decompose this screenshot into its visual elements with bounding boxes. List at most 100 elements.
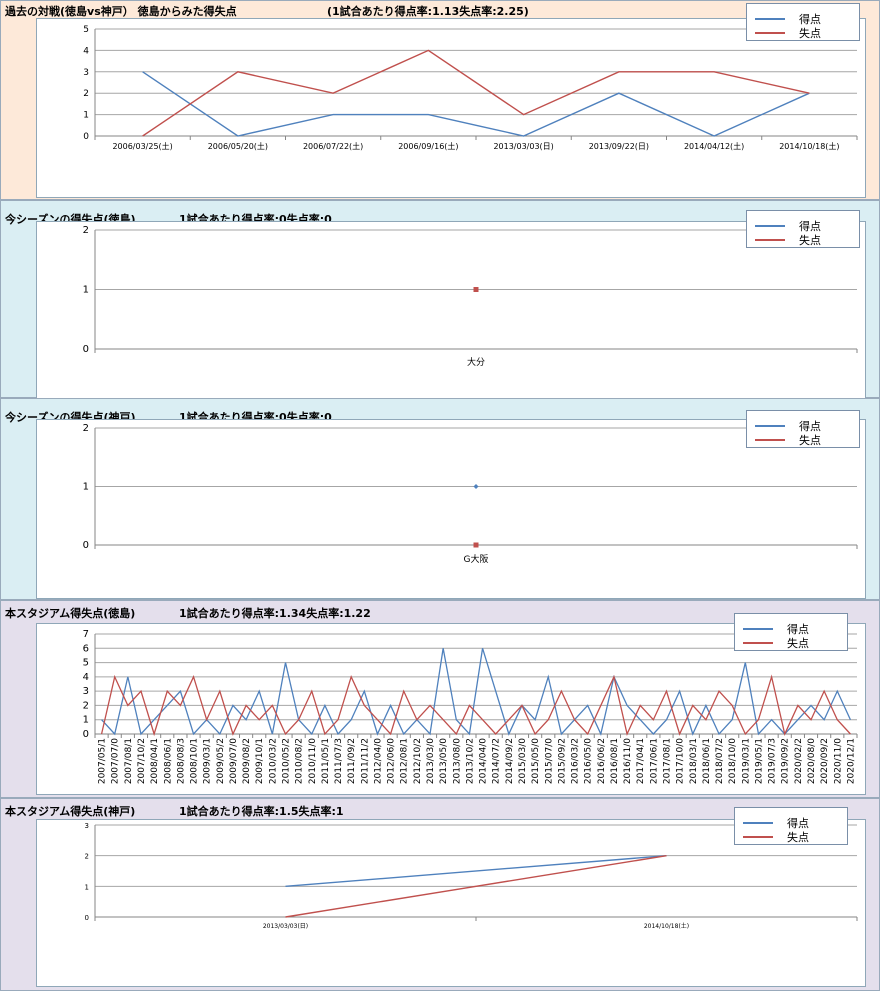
section-season-kobe: 今シーズンの得失点(神戸) 1試合あたり得点率:0失点率:0 0 1 2 G大阪 得点… xyxy=(0,398,880,600)
x-tick-label: 2015/05/0 xyxy=(531,738,541,784)
y-tick-label: 0 xyxy=(83,344,89,355)
x-tick-label: 2014/10/18(土) xyxy=(779,141,839,151)
x-tick-label: 2020/09/2 xyxy=(820,738,830,784)
x-tick-label: 2014/07/2 xyxy=(492,738,502,784)
x-tick-label: G大阪 xyxy=(464,553,489,565)
x-tick-label: 2020/12/1 xyxy=(846,738,856,784)
chart-frame: 0 1 2 G大阪 xyxy=(36,419,866,599)
score-series-line xyxy=(285,854,667,888)
x-tick-label: 2011/09/2 xyxy=(347,738,357,784)
x-tick-label: 2008/10/1 xyxy=(190,738,200,784)
section-stadium-tokushima: 本スタジアム得失点(徳島) 1試合あたり得点率:1.34失点率:1.22 0 1 2… xyxy=(0,600,880,798)
y-tick-label: 4 xyxy=(83,46,89,56)
chart-legend: 得点 失点 xyxy=(746,410,860,448)
chart-frame: 0 1 2 3 2013/03/03(日) 2014/10/18(土) xyxy=(36,819,866,987)
x-tick-label: 2015/09/2 xyxy=(557,738,567,784)
x-tick-label: 2011/11/2 xyxy=(360,738,370,784)
x-tick-label: 2007/05/1 xyxy=(98,738,108,784)
legend-swatch-score xyxy=(743,628,773,630)
legend-label-score: 得点 xyxy=(787,817,809,830)
x-tick-label: 2013/03/03(日) xyxy=(493,142,553,151)
y-tick-label: 4 xyxy=(83,672,89,683)
legend-label-concede: 失点 xyxy=(787,831,809,844)
y-tick-label: 2 xyxy=(83,700,89,711)
x-tick-label: 2020/11/0 xyxy=(833,738,843,784)
y-tick-label: 3 xyxy=(85,822,89,830)
legend-swatch-score xyxy=(755,225,785,227)
legend-swatch-concede xyxy=(743,836,773,838)
x-tick-label: 2019/09/2 xyxy=(781,738,791,784)
x-tick-label: 2006/05/20(土) xyxy=(208,141,268,151)
x-tick-label: 2006/09/16(土) xyxy=(398,141,458,151)
legend-swatch-concede xyxy=(755,239,785,241)
concede-series-line xyxy=(142,49,810,137)
x-tick-label: 2017/06/1 xyxy=(649,738,659,784)
x-tick-label: 2019/03/1 xyxy=(741,738,751,784)
score-point-marker xyxy=(473,484,479,489)
x-tick-label: 2014/10/18(土) xyxy=(644,922,689,930)
x-tick-label: 2011/05/1 xyxy=(321,738,331,784)
legend-label-concede: 失点 xyxy=(799,234,821,247)
legend-label-concede: 失点 xyxy=(799,434,821,447)
y-tick-label: 3 xyxy=(83,686,89,697)
x-tick-label: 2010/11/0 xyxy=(308,738,318,784)
x-tick-label: 2016/11/0 xyxy=(623,738,633,784)
y-tick-label: 1 xyxy=(83,285,89,296)
y-tick-label: 0 xyxy=(83,540,89,551)
line-chart-stadium-kobe: 0 1 2 3 2013/03/03(日) 2014/10/18(土) xyxy=(85,822,858,930)
legend-swatch-score xyxy=(755,425,785,427)
y-tick-label: 1 xyxy=(85,883,89,891)
x-tick-label: 2010/05/2 xyxy=(282,738,292,784)
x-tick-label: 2015/07/0 xyxy=(544,738,554,784)
legend-label-concede: 失点 xyxy=(799,27,821,40)
y-tick-label: 3 xyxy=(83,68,89,78)
x-tick-label: 2006/07/22(土) xyxy=(303,141,363,151)
x-tick-label: 2009/05/2 xyxy=(216,738,226,784)
x-tick-label: 2007/08/1 xyxy=(124,738,134,784)
legend-swatch-score xyxy=(743,822,773,824)
chart-legend: 得点 失点 xyxy=(734,807,848,845)
x-tick-label: 2010/08/2 xyxy=(295,738,305,784)
chart-frame: 0 1 2 3 4 5 2006/03/25(土) 2006/05/20(土) 2006/07/… xyxy=(36,18,866,198)
x-tick-label: 2012/10/2 xyxy=(413,738,423,784)
x-tick-label: 2016/05/0 xyxy=(584,738,594,784)
chart-legend: 得点 失点 xyxy=(734,613,848,651)
x-tick-label: 2008/08/3 xyxy=(176,738,186,784)
x-tick-label: 2018/06/1 xyxy=(702,738,712,784)
line-chart-head-to-head: 0 1 2 3 4 5 2006/03/25(土) 2006/05/20(土) 2006/07/… xyxy=(83,25,858,151)
chart-frame: 0 1 2 3 4 5 6 7 2007/05/1 2007/07/0 2007/08/1 2007/… xyxy=(36,623,866,795)
y-tick-label: 1 xyxy=(83,482,89,493)
x-tick-label: 2008/04/1 xyxy=(150,738,160,784)
x-tick-label: 2010/03/2 xyxy=(268,738,278,784)
x-tick-label: 2012/08/1 xyxy=(400,738,410,784)
y-tick-label: 5 xyxy=(83,25,89,35)
x-tick-label: 2013/05/0 xyxy=(439,738,449,784)
y-tick-label: 5 xyxy=(83,658,89,669)
x-tick-label: 2013/10/2 xyxy=(465,738,475,784)
legend-swatch-concede xyxy=(755,439,785,441)
legend-swatch-concede xyxy=(755,32,785,34)
x-tick-label: 2011/07/3 xyxy=(334,738,344,784)
x-tick-label: 2007/10/2 xyxy=(137,738,147,784)
x-tick-label: 2013/09/22(日) xyxy=(589,142,649,151)
x-tick-label: 2016/06/2 xyxy=(597,738,607,784)
x-tick-label: 2017/08/1 xyxy=(663,738,673,784)
x-tick-label: 2009/03/1 xyxy=(203,738,213,784)
x-tick-label: 2020/02/2 xyxy=(794,738,804,784)
y-tick-label: 2 xyxy=(83,89,89,99)
y-tick-label: 2 xyxy=(83,423,89,434)
legend-label-score: 得点 xyxy=(787,623,809,636)
section-stadium-kobe: 本スタジアム得失点(神戸) 1試合あたり得点率:1.5失点率:1 0 1 2 3 201… xyxy=(0,798,880,991)
y-tick-label: 0 xyxy=(83,729,89,740)
concede-point-marker xyxy=(473,287,479,292)
x-tick-label: 2007/07/0 xyxy=(111,738,121,784)
y-tick-label: 2 xyxy=(83,225,89,236)
x-tick-label: 2012/04/0 xyxy=(373,738,383,784)
section-head-to-head: 過去の対戦(徳島vs神戸） 徳島からみた得失点 (1試合あたり得点率:1.13失… xyxy=(0,0,880,200)
line-chart-season-kobe: 0 1 2 G大阪 xyxy=(83,423,858,565)
x-tick-label: 2019/07/3 xyxy=(768,738,778,784)
x-tick-label: 2016/08/1 xyxy=(610,738,620,784)
score-series-line xyxy=(101,648,852,737)
x-tick-label: 2019/05/1 xyxy=(754,738,764,784)
x-tick-label: 2012/06/0 xyxy=(387,738,397,784)
